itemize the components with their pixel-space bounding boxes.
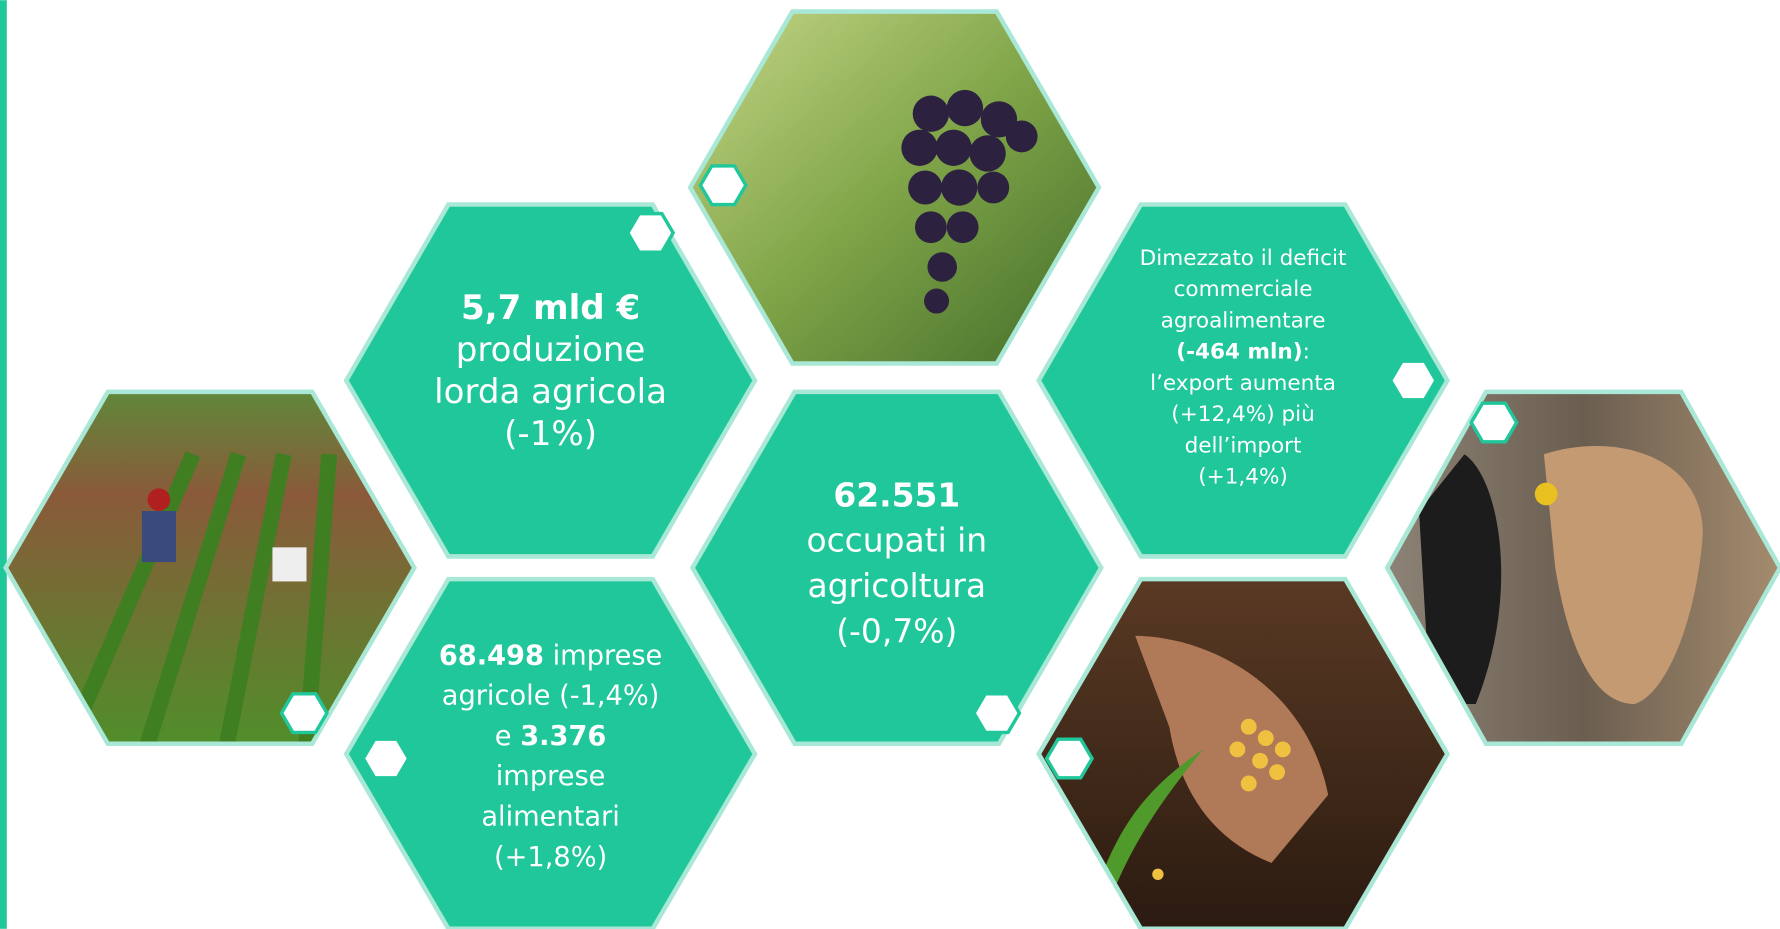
page: {"hexagons": [ {"lines": [ [{"text": "5,… <box>0 0 1780 929</box>
hexagon-text-line: (+1,4%) <box>1198 465 1288 490</box>
text: imprese <box>544 640 662 671</box>
hexagon-text-line: lorda agricola <box>434 371 667 411</box>
photo-field <box>0 386 420 749</box>
bold-text: 3.376 <box>520 720 606 751</box>
hexagon-text-line: (-464 mln): <box>1176 340 1310 365</box>
left-bar <box>0 0 7 929</box>
hexagon-text-line: produzione <box>456 329 646 369</box>
hexagon-text-line: (+1,8%) <box>494 841 607 872</box>
hexagon-text-line: l’export aumenta <box>1150 371 1336 396</box>
text: agroalimentare <box>1161 308 1326 333</box>
text: : <box>1303 340 1310 365</box>
text: l’export aumenta <box>1150 371 1336 396</box>
photo-seeds <box>1033 573 1453 929</box>
text: lorda agricola <box>434 371 667 411</box>
hexagon-text-line: agricole (-1,4%) <box>442 680 660 711</box>
text: occupati in <box>806 520 987 559</box>
hexagon-text-line: 68.498 imprese <box>439 640 662 671</box>
text: Dimezzato il deficit <box>1140 246 1347 271</box>
hexagon-text-line: 5,7 mld € <box>461 287 640 327</box>
hexagon-text-line: (-1%) <box>504 413 597 453</box>
text: (-0,7%) <box>836 611 957 650</box>
hexagon-text-line: Dimezzato il deficit <box>1140 246 1347 271</box>
text: commerciale <box>1174 277 1313 302</box>
hexagon-text-line: (-0,7%) <box>836 611 957 650</box>
hexagon-text-line: imprese <box>496 761 606 792</box>
hexagon-text-line: commerciale <box>1174 277 1313 302</box>
photo-cow <box>1385 386 1780 749</box>
hexagon-text-line: agricoltura <box>808 566 987 605</box>
hexagon-text-line: dell’import <box>1185 433 1302 458</box>
hexagon-text-line: agroalimentare <box>1161 308 1326 333</box>
text: e <box>495 720 520 751</box>
text: dell’import <box>1185 433 1302 458</box>
text: agricole (-1,4%) <box>442 680 660 711</box>
hexagon-text-line: alimentari <box>481 801 620 832</box>
bold-text: 62.551 <box>833 475 960 514</box>
text: alimentari <box>481 801 620 832</box>
hexagon-text-line: (+12,4%) più <box>1171 402 1315 427</box>
text: (+1,8%) <box>494 841 607 872</box>
text: agricoltura <box>808 566 987 605</box>
text: (+1,4%) <box>1198 465 1288 490</box>
hexagon-text-line: e 3.376 <box>495 720 607 751</box>
text: (-1%) <box>504 413 597 453</box>
bold-text: (-464 mln) <box>1176 340 1302 365</box>
text: (+12,4%) più <box>1171 402 1315 427</box>
hexagon-text-line: 62.551 <box>833 475 960 514</box>
hexagon-text-line: occupati in <box>806 520 987 559</box>
text: produzione <box>456 329 646 369</box>
slide: 5,7 mld €produzionelorda agricola(-1%) 68… <box>0 0 1780 929</box>
bold-text: 68.498 <box>439 640 544 671</box>
bold-text: 5,7 mld € <box>461 287 640 327</box>
text: imprese <box>496 761 606 792</box>
